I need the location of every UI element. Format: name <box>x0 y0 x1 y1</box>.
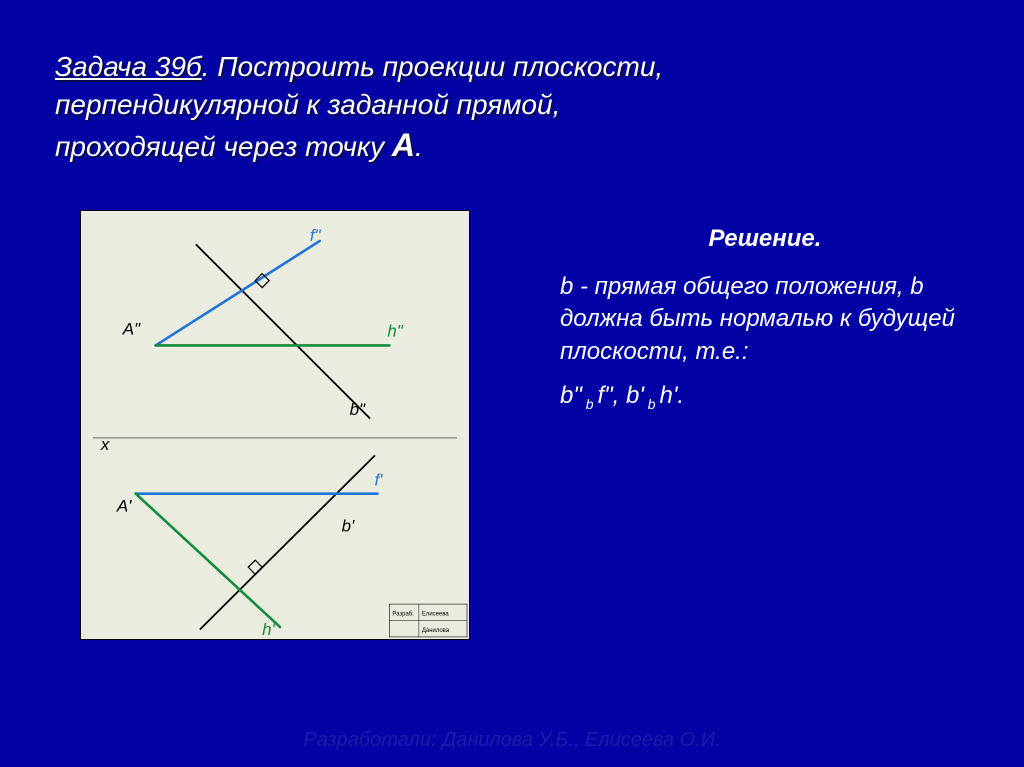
svg-text:Разраб.: Разраб. <box>392 612 414 618</box>
svg-text:b": b" <box>350 400 366 419</box>
diagram-box: x b" b' f" h" f' h' A" A' Разраб. Елисеева Данилова <box>80 210 470 640</box>
task-id: Задача 39б <box>55 51 202 82</box>
svg-text:Елисеева: Елисеева <box>422 612 449 618</box>
problem-line3a: проходящей через точку <box>55 131 392 162</box>
svg-text:b': b' <box>342 516 355 535</box>
slide-footer: Разработали: Данилова У.Б., Елисеева О.И… <box>0 729 1024 752</box>
solution-title: Решение. <box>560 225 970 253</box>
problem-line1: . Построить проекции плоскости, <box>202 51 664 82</box>
slide-root: Задача 39б. Построить проекции плоскости… <box>0 0 1024 767</box>
svg-text:h': h' <box>262 620 275 639</box>
svg-text:x: x <box>100 435 110 454</box>
svg-text:f": f" <box>310 226 322 245</box>
problem-statement: Задача 39б. Построить проекции плоскости… <box>55 48 875 167</box>
diagram-svg: x b" b' f" h" f' h' A" A' Разраб. Елисеева Данилова <box>81 211 469 639</box>
problem-line3b: . <box>415 131 423 162</box>
svg-text:Данилова: Данилова <box>422 628 450 634</box>
solution-body: b - прямая общего положения, b должна бы… <box>560 271 970 414</box>
solution-para2: b" b f", b' b h'. <box>560 380 970 414</box>
svg-text:h": h" <box>387 321 403 340</box>
svg-text:A": A" <box>122 319 141 338</box>
svg-text:f': f' <box>374 471 383 490</box>
svg-text:A': A' <box>116 497 132 516</box>
problem-line2: перпендикулярной к заданной прямой, <box>55 89 560 120</box>
point-a-label: А <box>392 127 415 163</box>
solution-para1: b - прямая общего положения, b должна бы… <box>560 271 970 368</box>
solution-block: Решение. b - прямая общего положения, b … <box>560 225 970 426</box>
